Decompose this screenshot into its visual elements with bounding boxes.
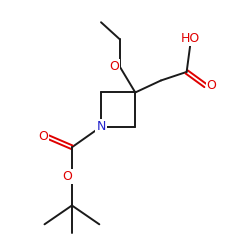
Text: O: O bbox=[62, 170, 72, 183]
Text: O: O bbox=[38, 130, 48, 143]
Text: HO: HO bbox=[181, 32, 201, 45]
Text: N: N bbox=[96, 120, 106, 133]
Text: O: O bbox=[109, 60, 119, 73]
Text: O: O bbox=[207, 79, 216, 92]
